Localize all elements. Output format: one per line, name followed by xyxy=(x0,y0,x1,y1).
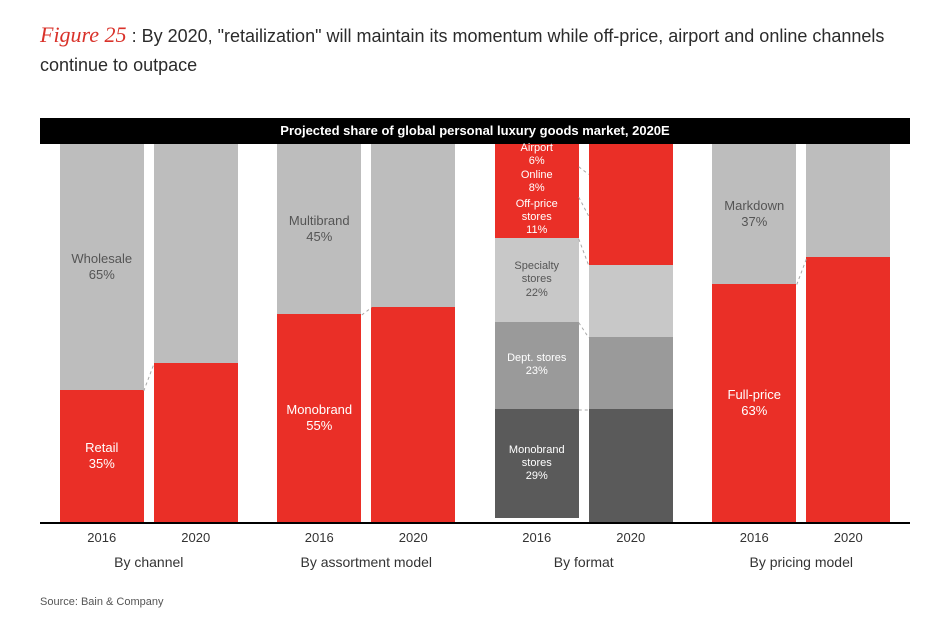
stacked-bar xyxy=(154,144,238,522)
bar-segment xyxy=(154,363,238,522)
segment-value: 35% xyxy=(89,456,115,472)
figure-label: Figure 25 xyxy=(40,22,127,47)
x-year-label: 2016 xyxy=(712,530,796,545)
x-year-group: 2016 2020 xyxy=(475,530,693,545)
chart-columns: Wholesale65%Retail35%Multibrand45%Monobr… xyxy=(40,144,910,524)
segment-value: 55% xyxy=(306,418,332,434)
stacked-bar: Multibrand45%Monobrand55% xyxy=(277,144,361,522)
x-year-label: 2016 xyxy=(277,530,361,545)
segment-label: Retail xyxy=(83,440,120,456)
segment-label: Wholesale xyxy=(69,251,134,267)
stacked-bar xyxy=(371,144,455,522)
bar-segment xyxy=(589,144,673,174)
connector-line xyxy=(579,323,589,338)
x-year-label: 2020 xyxy=(154,530,238,545)
segment-label: Airport xyxy=(519,142,555,155)
bar-segment xyxy=(589,265,673,337)
bar-segment xyxy=(806,257,890,522)
x-year-label: 2020 xyxy=(806,530,890,545)
stacked-bar: Wholesale65%Retail35% xyxy=(60,144,144,522)
group-label: By format xyxy=(475,554,693,570)
connector-line xyxy=(361,307,371,315)
bar-group: Markdown37%Full-price63% xyxy=(693,144,911,522)
segment-label: Full-price xyxy=(726,387,783,403)
source-text: Source: Bain & Company xyxy=(40,596,164,608)
bar-group: Airport6%Online8%Off-price stores11%Spec… xyxy=(475,144,693,522)
group-label: By assortment model xyxy=(258,554,476,570)
chart-area: Wholesale65%Retail35%Multibrand45%Monobr… xyxy=(40,144,910,566)
bar-segment xyxy=(589,409,673,522)
segment-value: 63% xyxy=(741,403,767,419)
connector-line xyxy=(144,364,154,391)
bar-segment xyxy=(589,337,673,409)
segment-label: Monobrand xyxy=(284,402,354,418)
segment-value: 8% xyxy=(529,182,545,195)
bar-group: Wholesale65%Retail35% xyxy=(40,144,258,522)
colon: : xyxy=(132,26,142,46)
bar-segment: Markdown37% xyxy=(712,144,796,284)
bar-segment: Retail35% xyxy=(60,390,144,522)
title-text: By 2020, "retailization" will maintain i… xyxy=(40,26,884,75)
x-year-label: 2020 xyxy=(589,530,673,545)
connector-line xyxy=(579,239,589,266)
segment-value: 22% xyxy=(526,287,548,300)
segment-label: Online xyxy=(519,169,555,182)
segment-value: 65% xyxy=(89,267,115,283)
stacked-bar: Markdown37%Full-price63% xyxy=(712,144,796,522)
stacked-bar: Airport6%Online8%Off-price stores11%Spec… xyxy=(495,144,579,522)
bar-segment xyxy=(371,307,455,522)
x-year-label: 2020 xyxy=(371,530,455,545)
bar-segment: Off-price stores11% xyxy=(495,197,579,239)
segment-value: 37% xyxy=(741,214,767,230)
segment-label: Multibrand xyxy=(287,213,352,229)
segment-label: Markdown xyxy=(722,198,786,214)
segment-value: 23% xyxy=(526,365,548,378)
segment-label: Specialty stores xyxy=(512,260,561,286)
segment-label: Off-price stores xyxy=(514,198,560,224)
bar-segment: Monobrand55% xyxy=(277,314,361,522)
bar-segment xyxy=(589,174,673,216)
x-axis-year-labels: 2016 2020 2016 2020 2016 2020 2016 2020 xyxy=(40,530,910,545)
bar-segment: Specialty stores22% xyxy=(495,238,579,321)
segment-value: 11% xyxy=(526,224,547,237)
x-year-label: 2016 xyxy=(60,530,144,545)
bar-segment: Multibrand45% xyxy=(277,144,361,314)
segment-label: Dept. stores xyxy=(505,352,568,365)
bar-group: Multibrand45%Monobrand55% xyxy=(258,144,476,522)
stacked-bar xyxy=(589,144,673,522)
stacked-bar xyxy=(806,144,890,522)
connector-line xyxy=(579,167,589,175)
x-year-group: 2016 2020 xyxy=(258,530,476,545)
x-year-group: 2016 2020 xyxy=(40,530,258,545)
bar-segment: Airport6% xyxy=(495,144,579,167)
group-label: By pricing model xyxy=(693,554,911,570)
bar-segment: Monobrand stores29% xyxy=(495,409,579,519)
bar-segment: Wholesale65% xyxy=(60,144,144,390)
segment-label: Monobrand stores xyxy=(507,444,567,470)
figure-title: Figure 25 : By 2020, "retailization" wil… xyxy=(40,18,910,80)
bar-segment: Full-price63% xyxy=(712,284,796,522)
bar-segment: Dept. stores23% xyxy=(495,322,579,409)
chart-banner: Projected share of global personal luxur… xyxy=(40,118,910,144)
group-label: By channel xyxy=(40,554,258,570)
bar-segment xyxy=(806,144,890,257)
segment-value: 29% xyxy=(526,470,548,483)
segment-value: 45% xyxy=(306,229,332,245)
connector-line xyxy=(796,258,806,285)
connector-line xyxy=(579,197,589,216)
bar-segment: Online8% xyxy=(495,167,579,197)
bar-segment xyxy=(589,216,673,265)
x-year-label: 2016 xyxy=(495,530,579,545)
bar-segment xyxy=(154,144,238,363)
group-labels: By channelBy assortment modelBy formatBy… xyxy=(40,554,910,570)
bar-segment xyxy=(371,144,455,307)
x-year-group: 2016 2020 xyxy=(693,530,911,545)
